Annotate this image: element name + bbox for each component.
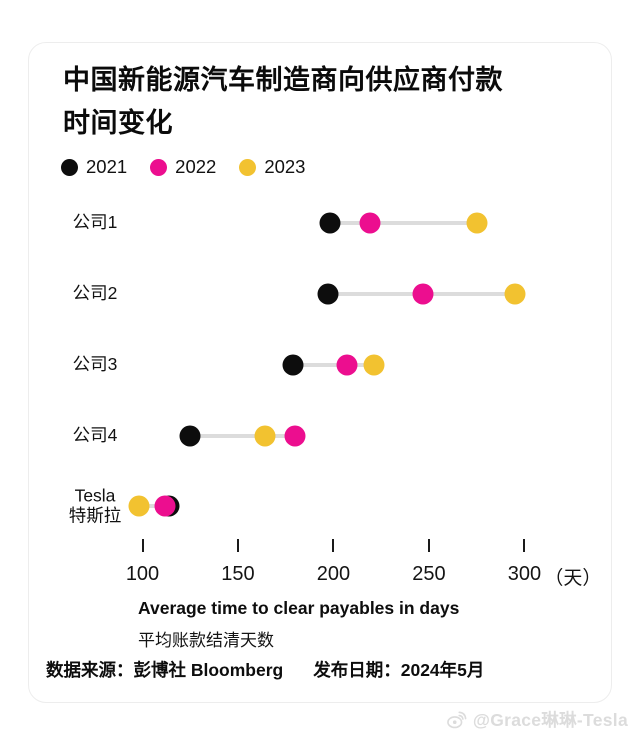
x-axis-label-zh: 平均账款结清天数 — [138, 631, 274, 650]
data-source: 数据来源：彭博社 Bloomberg — [46, 660, 284, 680]
x-tick-mark — [236, 539, 239, 552]
data-dot-2021 — [317, 283, 339, 305]
row-connector — [138, 504, 170, 508]
legend-item-2023: 2023 — [239, 156, 305, 178]
x-tick-label: 250 — [412, 563, 446, 585]
watermark-handle: @Grace琳琳-Tesla — [472, 710, 628, 730]
x-tick-mark — [141, 539, 144, 552]
legend-item-2022: 2022 — [150, 156, 216, 178]
chart-title: 中国新能源汽车制造商向供应商付款 时间变化 — [63, 59, 583, 145]
data-dot-2021 — [319, 212, 341, 234]
x-tick-mark — [427, 539, 430, 552]
row-label: 公司3 — [72, 354, 118, 375]
legend: 2021 2022 2023 — [61, 155, 305, 179]
weibo-icon — [446, 710, 468, 729]
legend-item-2021: 2021 — [61, 156, 127, 178]
watermark: @Grace琳琳-Tesla — [446, 707, 628, 732]
legend-dot-icon — [150, 158, 168, 176]
x-axis-label-en: Average time to clear payables in days — [138, 598, 460, 618]
legend-label: 2021 — [86, 156, 128, 177]
row-label: Tesla 特斯拉 — [68, 485, 122, 525]
data-dot-2023 — [363, 354, 385, 376]
data-dot-2022 — [359, 212, 381, 234]
data-dot-2023 — [504, 283, 526, 305]
x-tick-label: 100 — [125, 563, 160, 585]
legend-label: 2023 — [264, 156, 306, 177]
data-dot-2021 — [282, 354, 304, 376]
row-label: 公司2 — [72, 283, 118, 304]
data-dot-2022 — [412, 283, 434, 305]
row-connector — [329, 221, 477, 225]
x-tick-mark — [523, 539, 526, 552]
row-connector — [293, 363, 374, 367]
x-tick-mark — [332, 539, 335, 552]
x-tick-label: 200 — [316, 563, 351, 585]
data-dot-2022 — [336, 354, 358, 376]
row-connector — [190, 434, 296, 438]
chart-footer: 数据来源：彭博社 Bloomberg 发布日期：2024年5月 — [46, 657, 484, 682]
data-dot-2023 — [128, 495, 150, 517]
data-dot-2022 — [154, 495, 176, 517]
data-dot-2022 — [284, 425, 306, 447]
x-tick-label: 150 — [221, 563, 255, 585]
chart-title-line2: 时间变化 — [63, 108, 173, 139]
chart-title-line1: 中国新能源汽车制造商向供应商付款 — [63, 65, 503, 95]
row-label: 公司1 — [72, 212, 118, 233]
x-tick-label: 300 — [507, 563, 542, 585]
data-dot-2021 — [179, 425, 201, 447]
data-dot-2023 — [466, 212, 488, 234]
legend-label: 2022 — [175, 156, 217, 177]
data-dot-2023 — [254, 425, 276, 447]
legend-dot-icon — [61, 158, 78, 176]
x-axis-unit: （天） — [544, 568, 602, 589]
legend-dot-icon — [239, 158, 257, 176]
plot-area: 公司1 公司2 公司3 公司4 Tesla 特斯拉 100 150 200 250 300 （天） — [29, 43, 613, 663]
publish-date: 发布日期：2024年5月 — [313, 660, 485, 680]
chart-card: 中国新能源汽车制造商向供应商付款 时间变化 2021 2022 2023 公司1 公司… — [28, 42, 612, 703]
row-label: 公司4 — [72, 425, 118, 446]
